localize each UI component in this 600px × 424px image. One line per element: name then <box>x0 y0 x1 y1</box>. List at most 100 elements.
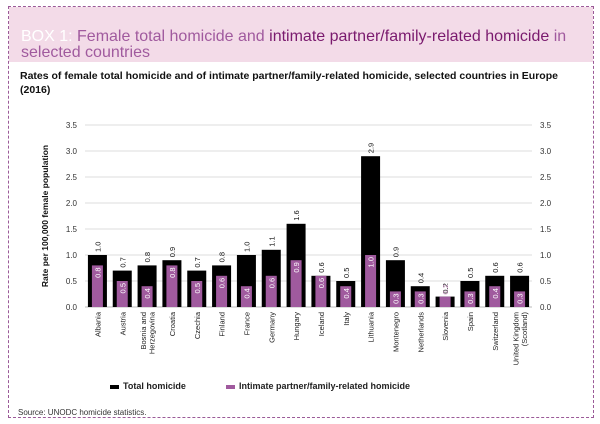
x-tick-label: Hungary <box>292 312 301 341</box>
y-tick-label-left: 0.5 <box>66 277 78 286</box>
data-label-total: 0.6 <box>491 262 500 272</box>
data-label-intimate: 0.6 <box>267 278 276 288</box>
data-label-total: 0.4 <box>416 273 425 283</box>
data-label-intimate: 0.4 <box>143 288 152 298</box>
bar-intimate <box>489 286 501 307</box>
x-tick-label: France <box>242 312 251 335</box>
data-label-total: 0.9 <box>391 247 400 257</box>
x-tick-label: Czechia <box>193 311 202 339</box>
source-note: Source: UNODC homicide statistics. <box>18 408 147 417</box>
data-label-intimate: 0.5 <box>193 283 202 293</box>
data-label-intimate: 0.6 <box>218 278 227 288</box>
x-tick-label: Netherlands <box>416 312 425 353</box>
bar-intimate <box>216 275 228 307</box>
x-tick-label: (Scotland) <box>520 312 529 347</box>
data-label-intimate: 0.4 <box>342 288 351 298</box>
data-label-total: 1.6 <box>292 210 301 220</box>
x-tick-label: Iceland <box>317 312 326 336</box>
y-tick-label-left: 3.0 <box>66 147 78 156</box>
data-label-intimate: 0.2 <box>441 284 450 294</box>
data-label-total: 0.5 <box>466 268 475 278</box>
box-label: BOX 1: <box>21 28 73 45</box>
data-label-total: 1.0 <box>93 242 102 252</box>
box-title-line2: selected countries <box>21 44 150 61</box>
bar-intimate <box>290 260 302 307</box>
box-banner: BOX 1: Female total homicide and intimat… <box>9 7 593 62</box>
bar-intimate <box>315 275 327 307</box>
legend-label-total: Total homicide <box>123 381 186 391</box>
x-tick-label: Italy <box>342 312 351 326</box>
x-tick-label: Lithuania <box>367 311 376 342</box>
x-tick-label: Finland <box>218 312 227 337</box>
bar-intimate <box>116 281 128 307</box>
x-tick-label: Spain <box>466 312 475 331</box>
data-label-intimate: 0.3 <box>391 293 400 303</box>
y-tick-label-left: 0.0 <box>66 303 78 312</box>
y-tick-label-right: 1.0 <box>540 251 552 260</box>
x-tick-label: United Kingdom <box>511 312 520 365</box>
legend-swatch-total <box>110 384 119 389</box>
y-tick-label-left: 2.0 <box>66 199 78 208</box>
data-label-intimate: 0.3 <box>416 293 425 303</box>
box-title-part1: Female total homicide and <box>77 28 265 45</box>
bar-intimate <box>91 265 103 307</box>
y-tick-label-right: 3.0 <box>540 147 552 156</box>
data-label-intimate: 0.5 <box>118 283 127 293</box>
data-label-total: 2.9 <box>367 143 376 153</box>
y-tick-label-right: 2.5 <box>540 173 552 182</box>
data-label-total: 0.2 <box>441 283 450 293</box>
y-tick-label-left: 1.0 <box>66 251 78 260</box>
bar-intimate <box>166 265 178 307</box>
y-tick-label-right: 0.5 <box>540 277 552 286</box>
bar-intimate <box>414 291 426 307</box>
data-label-intimate: 0.4 <box>491 288 500 298</box>
x-tick-label: Montenegro <box>391 312 400 352</box>
bar-intimate <box>439 296 451 307</box>
bar-intimate <box>514 291 526 307</box>
legend-swatch-intimate <box>226 384 235 389</box>
y-tick-label-right: 1.5 <box>540 225 552 234</box>
data-label-total: 1.1 <box>267 236 276 246</box>
box-title-part3: in <box>553 28 567 45</box>
y-tick-label-left: 2.5 <box>66 173 78 182</box>
data-label-total: 0.6 <box>516 262 525 272</box>
data-label-intimate: 0.8 <box>93 267 102 277</box>
data-label-total: 0.5 <box>342 268 351 278</box>
y-tick-label-left: 3.5 <box>66 121 78 130</box>
bar-intimate <box>340 286 352 307</box>
bar-intimate <box>389 291 401 307</box>
x-tick-label: Germany <box>267 312 276 343</box>
data-label-total: 0.9 <box>168 247 177 257</box>
data-label-total: 0.7 <box>118 257 127 267</box>
y-tick-label-right: 2.0 <box>540 199 552 208</box>
legend-intimate: Intimate partner/family-related homicide <box>226 381 410 391</box>
box-frame <box>8 6 594 418</box>
box-title-part2: intimate partner/family-related homicide <box>269 28 550 45</box>
data-label-intimate: 0.9 <box>292 262 301 272</box>
bar-intimate <box>141 286 153 307</box>
data-label-total: 0.8 <box>143 252 152 262</box>
legend-total: Total homicide <box>110 381 186 391</box>
data-label-intimate: 0.6 <box>317 278 326 288</box>
bar-intimate <box>464 291 476 307</box>
y-axis-label: Rate per 100,000 female population <box>40 145 50 287</box>
box-title: BOX 1: Female total homicide and intimat… <box>21 28 566 46</box>
bar-intimate <box>265 275 277 307</box>
y-tick-label-right: 0.0 <box>540 303 552 312</box>
y-tick-label-right: 3.5 <box>540 121 552 130</box>
chart-subtitle: Rates of female total homicide and of in… <box>20 70 558 96</box>
data-label-total: 1.0 <box>242 242 251 252</box>
data-label-intimate: 0.4 <box>242 288 251 298</box>
data-label-total: 0.7 <box>193 257 202 267</box>
x-tick-label: Albania <box>93 311 102 337</box>
data-label-total: 0.8 <box>218 252 227 262</box>
x-tick-label: Slovenia <box>441 311 450 341</box>
data-label-intimate: 0.3 <box>516 293 525 303</box>
bar-intimate <box>240 286 252 307</box>
x-tick-label: Switzerland <box>491 312 500 351</box>
bar-intimate <box>191 281 203 307</box>
y-tick-label-left: 1.5 <box>66 225 78 234</box>
legend-label-intimate: Intimate partner/family-related homicide <box>239 381 411 391</box>
x-tick-label: Herzegovina <box>147 311 156 354</box>
